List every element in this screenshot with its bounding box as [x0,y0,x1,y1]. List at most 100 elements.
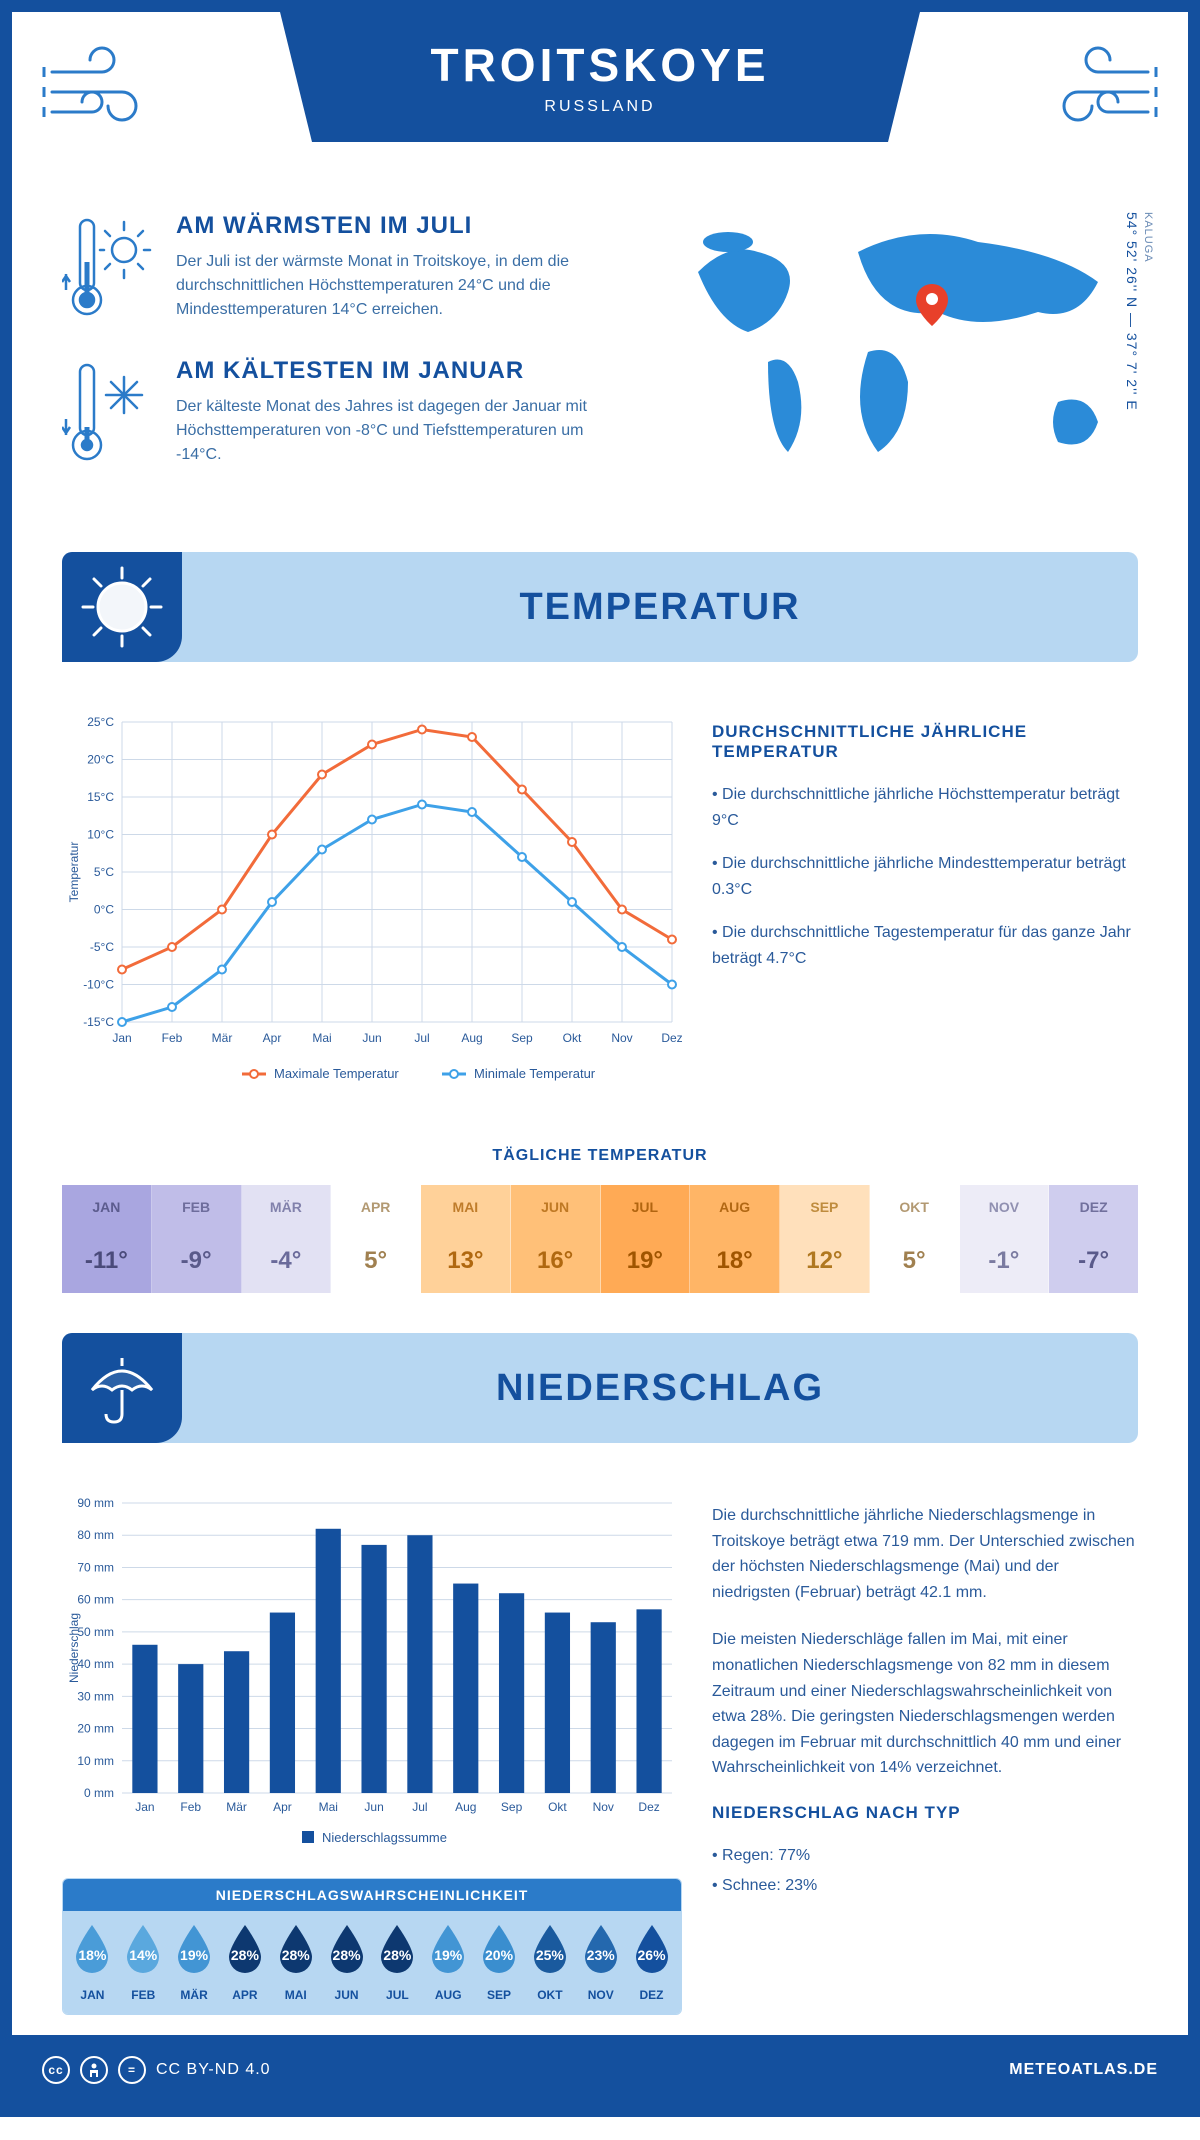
probability-title: NIEDERSCHLAGSWAHRSCHEINLICHKEIT [63,1879,681,1911]
prob-pct: 28% [219,1947,270,1963]
daily-cell: FEB-9° [152,1185,242,1293]
daily-value: 19° [601,1229,690,1293]
svg-text:Dez: Dez [661,1031,682,1045]
daily-value: -7° [1049,1229,1138,1293]
temp-desc-heading: DURCHSCHNITTLICHE JÄHRLICHE TEMPERATUR [712,722,1138,762]
precip-type-heading: NIEDERSCHLAG NACH TYP [712,1803,1138,1823]
prob-cell: 28% APR [219,1923,270,2002]
svg-text:Jan: Jan [112,1031,131,1045]
section-title-precip: NIEDERSCHLAG [182,1367,1138,1410]
prob-pct: 19% [423,1947,474,1963]
daily-cell: OKT5° [870,1185,960,1293]
prob-cell: 28% MAI [270,1923,321,2002]
svg-text:-5°C: -5°C [90,940,114,954]
temp-bullet-1: • Die durchschnittliche jährliche Höchst… [712,782,1138,833]
daily-cell: AUG18° [690,1185,780,1293]
daily-value: 16° [511,1229,600,1293]
warmest-block: AM WÄRMSTEN IM JULI Der Juli ist der wär… [62,212,618,327]
footer-site: METEOATLAS.DE [1009,2061,1158,2079]
svg-text:80 mm: 80 mm [77,1528,114,1542]
temp-desc: DURCHSCHNITTLICHE JÄHRLICHE TEMPERATUR •… [712,712,1138,1097]
section-bar-temp: TEMPERATUR [62,552,1138,662]
page: TROITSKOYE RUSSLAND [0,0,1200,2117]
prob-month: OKT [524,1988,575,2002]
temp-bullet-2: • Die durchschnittliche jährliche Mindes… [712,851,1138,902]
daily-cell: NOV-1° [960,1185,1050,1293]
svg-text:0 mm: 0 mm [84,1786,114,1800]
daily-value: -1° [960,1229,1049,1293]
map-block: KALUGA 54° 52' 26'' N — 37° 7' 2'' E [658,212,1138,502]
prob-month: MAI [270,1988,321,2002]
daily-month: DEZ [1049,1185,1138,1229]
coordinates: KALUGA 54° 52' 26'' N — 37° 7' 2'' E [1124,212,1156,411]
svg-text:Mai: Mai [312,1031,331,1045]
cc-icon: cc [42,2056,70,2084]
daily-value: -9° [152,1229,241,1293]
wind-icon [42,42,162,132]
daily-cell: APR5° [331,1185,421,1293]
svg-text:Dez: Dez [638,1800,659,1814]
svg-text:Sep: Sep [501,1800,523,1814]
map-pin-icon [916,284,948,331]
daily-value: -4° [242,1229,331,1293]
svg-text:30 mm: 30 mm [77,1689,114,1703]
svg-text:Mai: Mai [319,1800,338,1814]
prob-pct: 28% [372,1947,423,1963]
svg-text:50 mm: 50 mm [77,1625,114,1639]
svg-text:Okt: Okt [563,1031,582,1045]
prob-month: DEZ [626,1988,677,2002]
daily-cell: JAN-11° [62,1185,152,1293]
svg-text:0°C: 0°C [94,903,114,917]
prob-pct: 14% [118,1947,169,1963]
svg-text:-15°C: -15°C [83,1015,114,1029]
svg-text:Maximale Temperatur: Maximale Temperatur [274,1066,399,1081]
temp-line-chart: -15°C-10°C-5°C0°C5°C10°C15°C20°C25°CJanF… [62,712,682,1092]
prob-cell: 19% MÄR [169,1923,220,2002]
precip-bar-chart: 0 mm10 mm20 mm30 mm40 mm50 mm60 mm70 mm8… [62,1493,682,1853]
thermometer-snow-icon [62,357,152,472]
daily-month: MAI [421,1185,510,1229]
daily-month: APR [331,1185,420,1229]
by-icon [80,2056,108,2084]
section-title-temp: TEMPERATUR [182,586,1138,629]
svg-text:Aug: Aug [461,1031,482,1045]
coldest-heading: AM KÄLTESTEN IM JANUAR [176,357,618,385]
svg-text:90 mm: 90 mm [77,1496,114,1510]
prob-pct: 28% [321,1947,372,1963]
prob-month: JUN [321,1988,372,2002]
daily-cell: SEP12° [780,1185,870,1293]
svg-text:10 mm: 10 mm [77,1754,114,1768]
svg-text:Nov: Nov [611,1031,632,1045]
prob-month: JAN [67,1988,118,2002]
svg-text:15°C: 15°C [87,790,114,804]
section-bar-precip: NIEDERSCHLAG [62,1333,1138,1443]
prob-cell: 23% NOV [575,1923,626,2002]
svg-text:10°C: 10°C [87,828,114,842]
svg-text:5°C: 5°C [94,865,114,879]
prob-cell: 18% JAN [67,1923,118,2002]
prob-cell: 14% FEB [118,1923,169,2002]
region-label: KALUGA [1142,212,1154,263]
svg-text:70 mm: 70 mm [77,1560,114,1574]
daily-value: 5° [331,1229,420,1293]
header-banner: TROITSKOYE RUSSLAND [280,12,920,142]
prob-month: AUG [423,1988,474,2002]
precip-desc: Die durchschnittliche jährliche Niedersc… [712,1493,1138,2015]
daily-cell: MÄR-4° [242,1185,332,1293]
coldest-body: Der kälteste Monat des Jahres ist dagege… [176,395,618,467]
prob-pct: 19% [169,1947,220,1963]
daily-value: 18° [690,1229,779,1293]
svg-text:Feb: Feb [180,1800,201,1814]
prob-month: APR [219,1988,270,2002]
temp-bullet-3: • Die durchschnittliche Tagestemperatur … [712,920,1138,971]
svg-text:Minimale Temperatur: Minimale Temperatur [474,1066,596,1081]
nd-icon: = [118,2056,146,2084]
thermometer-sun-icon [62,212,152,327]
svg-text:Feb: Feb [162,1031,183,1045]
sun-icon [62,552,182,662]
svg-text:Temperatur: Temperatur [67,842,81,903]
prob-month: FEB [118,1988,169,2002]
prob-month: NOV [575,1988,626,2002]
prob-cell: 19% AUG [423,1923,474,2002]
daily-cell: JUL19° [601,1185,691,1293]
